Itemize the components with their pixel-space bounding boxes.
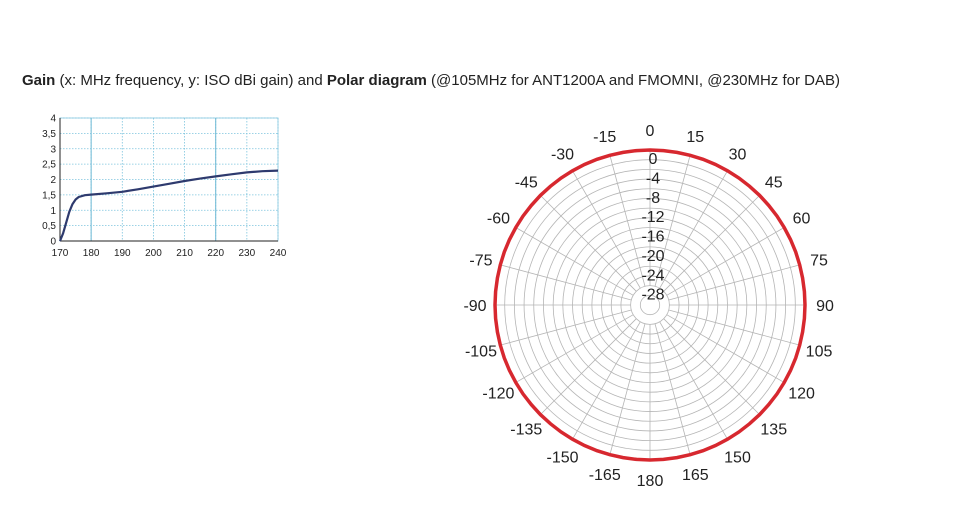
polar-angle-label: -135	[510, 422, 542, 439]
polar-spoke	[654, 323, 691, 455]
polar-spoke	[540, 195, 637, 292]
gain-x-tick-label: 240	[270, 248, 287, 259]
polar-spoke	[663, 195, 760, 292]
polar-pattern	[493, 148, 807, 462]
polar-angle-label: 0	[646, 123, 655, 140]
gain-y-tick-label: 1	[50, 206, 56, 217]
polar-spoke	[659, 170, 728, 289]
gain-y-tick-label: 0	[50, 237, 56, 248]
gain-y-tick-label: 3,5	[42, 129, 56, 140]
gain-heading-bold: Gain	[22, 72, 56, 89]
polar-angle-label: 75	[810, 253, 828, 270]
polar-spoke	[666, 227, 785, 296]
gain-x-tick-label: 210	[176, 248, 193, 259]
polar-spoke	[668, 264, 800, 301]
polar-angle-label: 180	[637, 473, 664, 490]
polar-radial-label: -16	[641, 229, 664, 246]
polar-angle-label: -120	[482, 386, 514, 403]
polar-ring	[639, 294, 661, 316]
polar-spoke	[663, 318, 760, 415]
gain-heading-text: (x: MHz frequency, y: ISO dBi gain) and	[55, 72, 327, 89]
polar-angle-label: 60	[793, 211, 811, 228]
polar-angle-label: 15	[686, 129, 704, 146]
gain-x-tick-label: 180	[83, 248, 100, 259]
polar-radial-label: -4	[646, 170, 660, 187]
polar-radial-label: -28	[641, 287, 664, 304]
polar-angle-label: -165	[589, 467, 621, 484]
gain-curve	[58, 169, 279, 242]
polar-heading-bold: Polar diagram	[326, 72, 427, 89]
polar-angle-label: -75	[469, 253, 492, 270]
gain-y-tick-label: 1,5	[42, 190, 56, 201]
polar-angle-label: 135	[760, 422, 787, 439]
gain-y-tick-label: 2,5	[42, 160, 56, 171]
polar-radial-label: 0	[649, 151, 658, 168]
polar-spoke	[572, 321, 641, 440]
gain-y-tick-label: 0,5	[42, 221, 56, 232]
polar-angle-label: 30	[729, 146, 747, 163]
polar-angle-label: 105	[806, 343, 833, 360]
polar-spoke	[609, 155, 646, 287]
gain-x-tick-label: 230	[239, 248, 256, 259]
polar-angle-label: -60	[487, 211, 510, 228]
gain-x-tick-label: 170	[52, 248, 69, 259]
gain-y-tick-label: 3	[50, 144, 56, 155]
polar-spoke	[540, 318, 637, 415]
polar-angle-label: 45	[765, 174, 783, 191]
polar-spoke	[666, 314, 785, 383]
polar-spoke	[515, 314, 634, 383]
polar-radial-label: -24	[641, 267, 664, 284]
polar-spoke	[500, 264, 632, 301]
polar-spoke	[572, 170, 641, 289]
polar-angle-label: -105	[465, 343, 497, 360]
polar-radial-label: -8	[646, 190, 660, 207]
polar-spoke	[500, 309, 632, 346]
polar-angle-label: -30	[551, 146, 574, 163]
polar-angle-label: -90	[463, 298, 486, 315]
figure-heading: Gain (x: MHz frequency, y: ISO dBi gain)…	[22, 72, 840, 89]
gain-y-tick-label: 4	[50, 114, 56, 125]
polar-angle-label: 165	[682, 467, 709, 484]
gain-x-tick-label: 200	[145, 248, 162, 259]
polar-spoke	[609, 323, 646, 455]
polar-spoke	[654, 155, 691, 287]
polar-spoke	[668, 309, 800, 346]
polar-angle-label: 90	[816, 298, 834, 315]
polar-angle-label: -45	[515, 174, 538, 191]
polar-angle-label: -15	[593, 129, 616, 146]
polar-angle-label: 150	[724, 450, 751, 467]
polar-spoke	[515, 227, 634, 296]
gain-x-tick-label: 220	[207, 248, 224, 259]
polar-angle-label: -150	[546, 450, 578, 467]
polar-heading-text: (@105MHz for ANT1200A and FMOMNI, @230MH…	[426, 72, 840, 89]
polar-spoke	[659, 321, 728, 440]
gain-chart: 0 0,5 1 1,5 2 2,5 3 3,5 4 170 180 190 200 210 220 230 24…	[42, 114, 287, 260]
gain-y-tick-label: 2	[50, 175, 56, 186]
polar-radial-label: -20	[641, 248, 664, 265]
polar-angle-label: 120	[788, 386, 815, 403]
gain-x-tick-label: 190	[114, 248, 131, 259]
polar-radial-label: -12	[641, 209, 664, 226]
